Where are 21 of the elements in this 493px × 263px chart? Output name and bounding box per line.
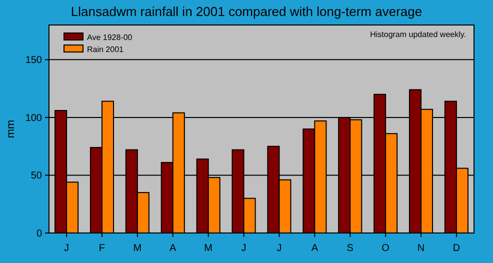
y-axis-title: mm xyxy=(5,120,17,138)
x-tick-label: D xyxy=(452,243,460,254)
y-tick-label: 0 xyxy=(36,228,42,240)
chart-title: Llansadwm rainfall in 2001 compared with long-term average xyxy=(70,4,422,19)
y-tick-label: 50 xyxy=(30,170,42,182)
x-tick-label: A xyxy=(311,243,318,254)
y-tick-label: 150 xyxy=(25,55,42,66)
x-tick-label: N xyxy=(417,243,425,254)
legend-label: Rain 2001 xyxy=(87,44,124,54)
x-tick-label: O xyxy=(382,243,390,254)
x-tick-label: M xyxy=(133,243,142,254)
x-tick-label: M xyxy=(204,243,213,254)
x-tick-label: F xyxy=(98,243,106,254)
x-tick-label: J xyxy=(241,243,246,254)
x-tick-label: A xyxy=(170,243,177,254)
x-tick-label: J xyxy=(64,243,70,254)
x-tick-label: J xyxy=(276,243,282,254)
x-tick-label: S xyxy=(346,243,354,254)
annotation: Histogram updated weekly. xyxy=(370,30,466,39)
y-tick-label: 100 xyxy=(25,112,42,124)
legend-label: Ave 1928-00 xyxy=(87,32,133,42)
